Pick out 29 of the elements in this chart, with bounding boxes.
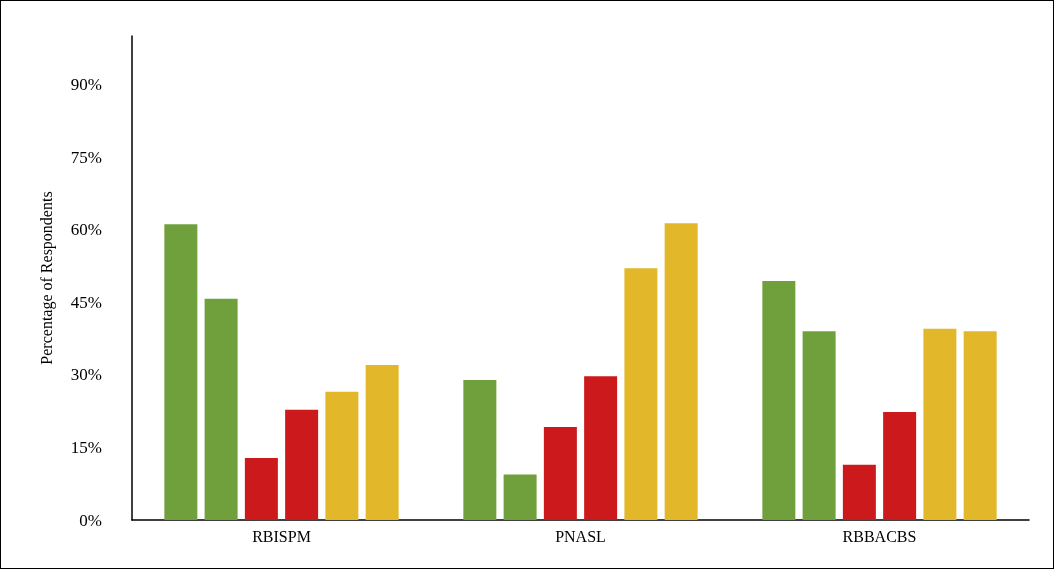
bar xyxy=(503,474,537,520)
bar xyxy=(963,331,997,520)
y-tick-label: 90% xyxy=(70,74,102,94)
bar xyxy=(883,412,917,520)
x-tick-label: PNASL xyxy=(555,527,606,545)
y-axis-title: Percentage of Respondents xyxy=(37,191,56,365)
bar xyxy=(543,427,577,520)
bar xyxy=(204,298,238,520)
bar xyxy=(923,328,957,520)
bar xyxy=(584,376,618,520)
bar xyxy=(463,380,497,520)
x-tick-label: RBISPM xyxy=(252,527,311,545)
y-tick-label: 15% xyxy=(70,437,102,457)
bar xyxy=(325,391,359,520)
bar xyxy=(164,224,198,520)
y-tick-label: 60% xyxy=(70,220,102,240)
bar xyxy=(365,365,399,520)
x-tick-label: RBBACBS xyxy=(842,527,917,545)
y-tick-label: 0% xyxy=(79,510,102,530)
y-tick-label: 45% xyxy=(70,292,102,312)
bar xyxy=(762,280,796,520)
bar xyxy=(802,331,836,520)
bar xyxy=(624,268,658,520)
bar xyxy=(285,409,319,520)
bar xyxy=(244,458,278,520)
y-tick-label: 30% xyxy=(70,365,102,385)
bar xyxy=(664,223,698,520)
y-tick-label: 75% xyxy=(70,147,102,167)
bar xyxy=(842,464,876,520)
